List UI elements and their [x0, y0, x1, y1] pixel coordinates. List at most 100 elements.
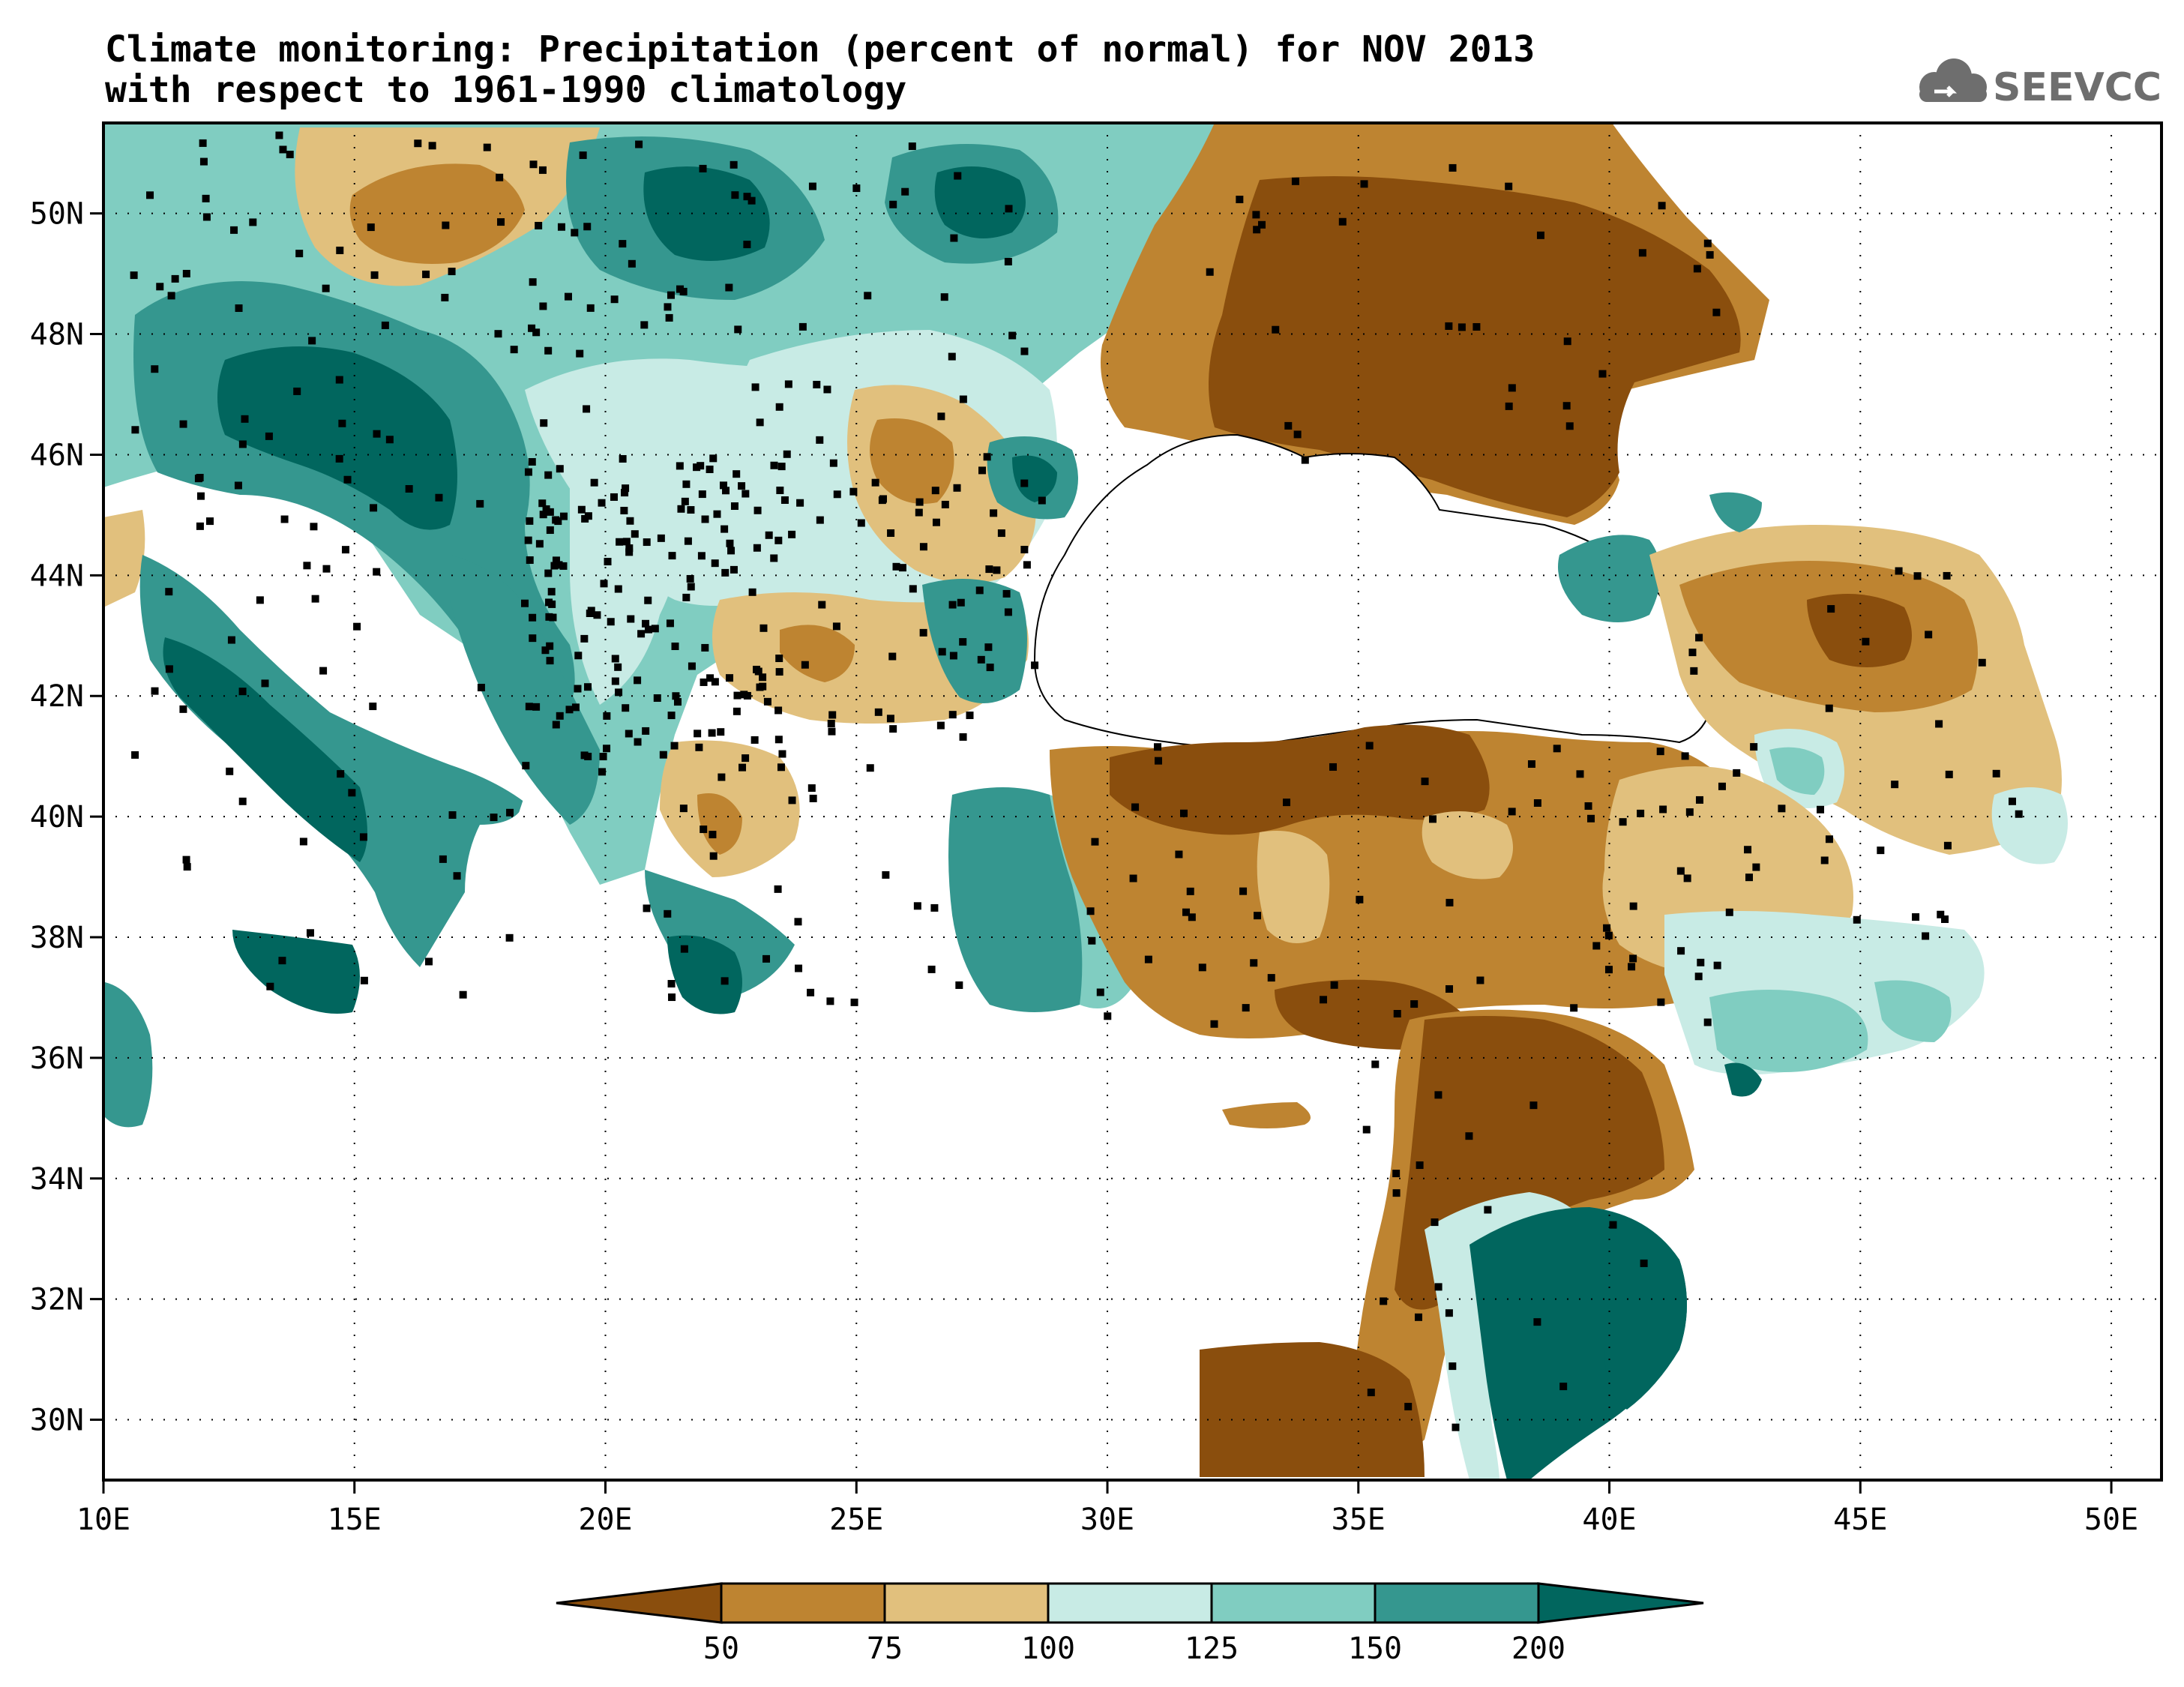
station-marker	[167, 292, 175, 300]
station-marker	[1690, 667, 1698, 675]
station-marker	[1703, 239, 1712, 247]
station-marker	[777, 763, 785, 772]
station-marker	[343, 475, 352, 484]
station-marker	[886, 715, 894, 723]
station-marker	[1592, 942, 1601, 950]
station-marker	[549, 613, 557, 622]
station-marker	[1637, 809, 1645, 817]
station-marker	[738, 482, 746, 490]
station-marker	[552, 721, 560, 729]
station-marker	[627, 615, 635, 623]
station-marker	[590, 478, 598, 487]
map-frame	[102, 121, 2163, 1482]
legend-swatch	[1210, 1582, 1377, 1624]
region-greece-north-drier	[697, 793, 742, 855]
station-marker	[1472, 322, 1481, 331]
station-marker	[1912, 913, 1920, 921]
station-marker	[1088, 936, 1096, 945]
station-marker	[668, 552, 676, 560]
station-marker	[740, 691, 748, 699]
station-marker	[788, 530, 796, 538]
station-marker	[308, 337, 316, 345]
station-marker	[299, 838, 307, 846]
station-marker	[529, 634, 537, 643]
station-marker	[506, 808, 514, 817]
station-marker	[751, 383, 759, 391]
station-marker	[238, 797, 247, 805]
station-marker	[1129, 874, 1137, 882]
station-marker	[441, 293, 449, 301]
station-marker	[1449, 163, 1457, 172]
station-marker	[483, 143, 491, 151]
station-marker	[1179, 809, 1188, 817]
region-jordan-dry	[1200, 1342, 1425, 1477]
station-marker	[1603, 924, 1611, 932]
station-marker	[983, 453, 991, 461]
station-marker	[777, 463, 786, 471]
station-marker	[852, 184, 861, 193]
station-marker	[1155, 757, 1163, 765]
station-marker	[953, 484, 961, 492]
station-marker	[615, 688, 623, 697]
station-marker	[348, 789, 356, 797]
station-marker	[1236, 196, 1244, 204]
station-marker	[798, 322, 807, 331]
station-marker	[993, 566, 1001, 574]
legend-label: 200	[1511, 1632, 1565, 1666]
station-marker	[1104, 1012, 1112, 1020]
station-marker	[1527, 760, 1535, 769]
station-marker	[1895, 567, 1903, 575]
region-turkey-southeast-wet	[1709, 990, 1868, 1072]
station-marker	[619, 454, 627, 463]
station-marker	[731, 191, 739, 199]
station-marker	[614, 585, 622, 593]
longitude-axis: 10E 15E 20E 25E 30E 35E 40E 45E 50E	[76, 1480, 2138, 1537]
lat-tick-label: 32N	[30, 1283, 84, 1317]
station-marker	[1465, 1132, 1473, 1140]
station-marker	[932, 518, 940, 526]
station-marker	[1445, 1309, 1453, 1317]
legend-label: 150	[1348, 1632, 1402, 1666]
station-marker	[584, 512, 592, 520]
lon-tick-label: 10E	[76, 1503, 130, 1537]
station-marker	[753, 506, 762, 514]
station-marker	[1253, 226, 1261, 234]
station-marker	[1356, 895, 1364, 903]
station-marker	[667, 291, 675, 299]
station-marker	[381, 321, 389, 329]
lat-tick-label: 46N	[30, 438, 84, 472]
region-poland-extreme	[643, 166, 770, 261]
station-marker	[249, 218, 257, 226]
station-marker	[625, 544, 634, 553]
legend-arrow-low	[556, 1582, 723, 1624]
station-marker	[682, 480, 691, 488]
station-marker	[1640, 1259, 1648, 1267]
station-marker	[1609, 1221, 1617, 1229]
region-italy-extreme	[163, 637, 367, 862]
station-marker	[1677, 947, 1685, 955]
station-marker	[823, 385, 831, 394]
station-marker	[701, 515, 709, 523]
region-ukraine-very-dry	[1209, 176, 1741, 517]
station-marker	[539, 511, 547, 519]
station-marker	[941, 500, 949, 508]
lat-tick-label: 42N	[30, 679, 84, 714]
station-marker	[1657, 998, 1665, 1006]
region-turkey-very-dry	[1110, 724, 1490, 835]
station-marker	[784, 380, 792, 388]
station-marker	[1329, 763, 1338, 771]
station-marker	[657, 534, 665, 542]
station-marker	[603, 712, 611, 720]
station-marker	[828, 727, 836, 736]
station-marker	[813, 380, 821, 388]
station-marker	[913, 902, 921, 910]
station-marker	[1992, 769, 2000, 778]
station-marker	[496, 173, 504, 181]
station-marker	[541, 646, 550, 655]
station-marker	[741, 754, 750, 763]
station-marker	[1038, 496, 1046, 505]
station-marker	[713, 510, 721, 518]
station-marker	[306, 929, 314, 937]
station-marker	[131, 751, 139, 759]
